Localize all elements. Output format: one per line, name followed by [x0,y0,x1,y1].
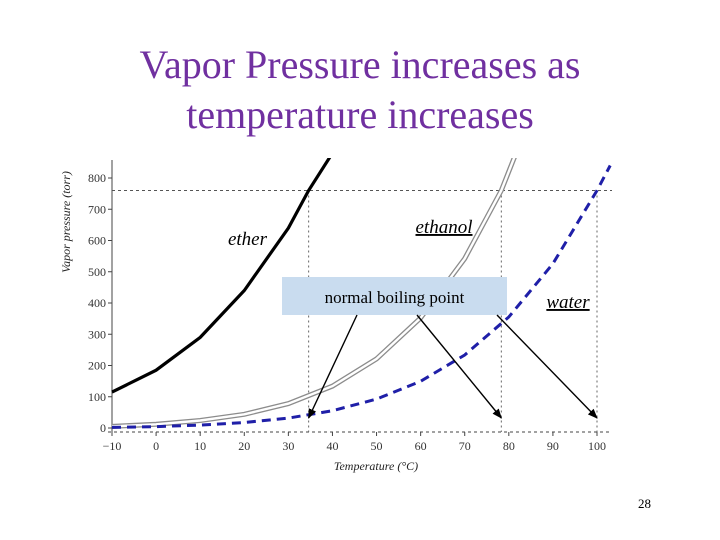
y-tick-label-0: 0 [100,421,106,435]
callout-arrow-1 [416,314,502,419]
y-tick-label-500: 500 [88,265,106,279]
x-tick-label-50: 50 [371,439,383,453]
x-tick-label-0: 0 [153,439,159,453]
x-tick-label-20: 20 [238,439,250,453]
y-tick-label-400: 400 [88,296,106,310]
x-tick-label-10: 10 [194,439,206,453]
x-tick-label-70: 70 [459,439,471,453]
x-tick-label-100: 100 [588,439,606,453]
x-tick-label-30: 30 [282,439,294,453]
y-axis-label: Vapor pressure (torr) [59,171,73,273]
x-tick-label-80: 80 [503,439,515,453]
y-tick-label-700: 700 [88,202,106,216]
title-line-1: Vapor Pressure increases as [139,42,581,87]
label-water: water [546,292,590,313]
boiling-point-callout: normal boiling point [282,277,598,419]
series-ethanol-outline [111,158,517,429]
x-tick-label--10: −10 [103,439,122,453]
x-axis-label: Temperature (°C) [334,459,418,473]
x-tick-label-60: 60 [415,439,427,453]
page-number: 28 [638,496,651,511]
axes [108,160,612,433]
series-ether-line [111,158,332,394]
x-tick-label-90: 90 [547,439,559,453]
y-tick-label-800: 800 [88,171,106,185]
y-tick-label-100: 100 [88,390,106,404]
series-ethanol-line [111,158,516,428]
label-ethanol: ethanol [416,217,473,238]
series-lines [111,158,612,429]
callout-arrow-0 [308,314,358,419]
y-tick-label-300: 300 [88,327,106,341]
callout-text: normal boiling point [325,288,465,307]
x-tick-label-40: 40 [326,439,338,453]
tick-labels: 0 100 200 300 400 500 600 700 800 −10 0 10 20 30 40 50 6… [88,171,606,453]
y-tick-label-600: 600 [88,234,106,248]
slide-title: Vapor Pressure increases as temperature … [0,40,720,140]
callout-box [282,277,507,315]
callout-arrow-2 [496,314,598,419]
title-line-2: temperature increases [186,92,534,137]
label-ether: ether [228,229,268,250]
y-tick-label-200: 200 [88,359,106,373]
